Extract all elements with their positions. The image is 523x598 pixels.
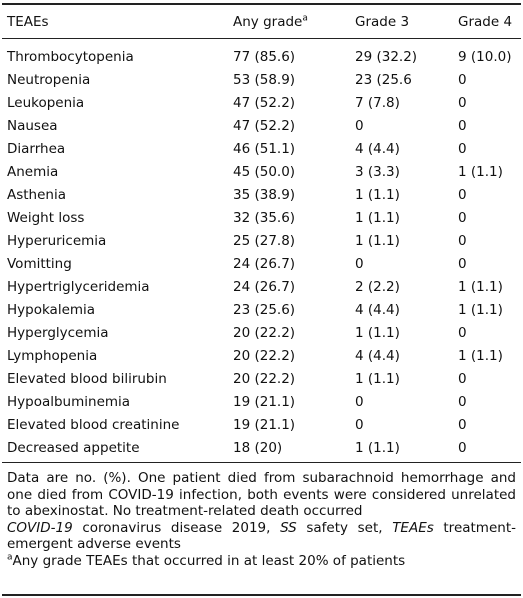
text: coronavirus disease 2019,	[72, 519, 281, 536]
table-cell: Leukopenia	[7, 95, 85, 111]
text: safety set,	[296, 519, 393, 536]
table-cell: 1 (1.1)	[355, 440, 400, 456]
header-cell: Any gradea	[233, 13, 308, 31]
table-cell: Thrombocytopenia	[7, 49, 134, 65]
table-cell: Elevated blood creatinine	[7, 417, 180, 433]
table-cell: Hyperglycemia	[7, 325, 109, 341]
table-cell: Hypokalemia	[7, 302, 96, 318]
table-cell: Weight loss	[7, 210, 85, 226]
header-text: TEAEs	[7, 14, 49, 30]
table-cell: 1 (1.1)	[355, 371, 400, 387]
table-cell: 20 (22.2)	[233, 348, 296, 364]
table-cell: 20 (22.2)	[233, 325, 296, 341]
table-cell: 1 (1.1)	[458, 302, 503, 318]
header-text: Grade 3	[355, 14, 410, 30]
table-cell: 35 (38.9)	[233, 187, 296, 203]
table-cell: 0	[458, 440, 467, 456]
header-cell: Grade 4	[458, 13, 512, 31]
table-cell: Diarrhea	[7, 141, 66, 157]
table-cell: 0	[458, 394, 467, 410]
top-rule	[2, 3, 521, 5]
table-cell: Anemia	[7, 164, 59, 180]
table-cell: 4 (4.4)	[355, 348, 400, 364]
body-rule	[2, 462, 521, 463]
table-cell: 24 (26.7)	[233, 279, 296, 295]
table-cell: 25 (27.8)	[233, 233, 296, 249]
table-cell: 0	[458, 210, 467, 226]
table-cell: 0	[355, 118, 364, 134]
table-cell: 9 (10.0)	[458, 49, 512, 65]
table-cell: 0	[458, 141, 467, 157]
table-cell: 0	[355, 256, 364, 272]
footnote: COVID-19 coronavirus disease 2019, SS sa…	[7, 520, 516, 553]
table-cell: Decreased appetite	[7, 440, 140, 456]
table-cell: Hyperuricemia	[7, 233, 107, 249]
table-cell: 53 (58.9)	[233, 72, 296, 88]
abbr: SS	[280, 519, 297, 536]
footnotes: Data are no. (%). One patient died from …	[7, 470, 516, 569]
table-cell: Nausea	[7, 118, 58, 134]
footnote: aAny grade TEAEs that occurred in at lea…	[7, 553, 516, 570]
superscript: a	[302, 13, 308, 24]
text: treatment-emergent adverse events	[7, 519, 516, 553]
table-cell: 0	[458, 118, 467, 134]
table-cell: Neutropenia	[7, 72, 91, 88]
table-cell: 4 (4.4)	[355, 302, 400, 318]
table-cell: Vomitting	[7, 256, 72, 272]
table-cell: Elevated blood bilirubin	[7, 371, 167, 387]
table-cell: 1 (1.1)	[458, 279, 503, 295]
table-cell: 23 (25.6	[355, 72, 412, 88]
text: Any grade TEAEs that occurred in at leas…	[12, 552, 406, 569]
abbr: COVID-19	[7, 519, 73, 536]
table-cell: 77 (85.6)	[233, 49, 296, 65]
table-cell: 29 (32.2)	[355, 49, 418, 65]
header-text: Grade 4	[458, 14, 513, 30]
table-cell: 0	[458, 95, 467, 111]
table-cell: Hypertriglyceridemia	[7, 279, 150, 295]
abbr: TEAEs	[392, 519, 434, 536]
header-rule	[2, 38, 521, 39]
table-cell: 45 (50.0)	[233, 164, 296, 180]
table-cell: 0	[458, 417, 467, 433]
table-cell: Lymphopenia	[7, 348, 98, 364]
table-cell: 32 (35.6)	[233, 210, 296, 226]
header-cell: Grade 3	[355, 13, 409, 31]
table-cell: 0	[355, 394, 364, 410]
table-cell: 47 (52.2)	[233, 118, 296, 134]
table-cell: 0	[458, 233, 467, 249]
table-cell: Hypoalbuminemia	[7, 394, 131, 410]
table-cell: 47 (52.2)	[233, 95, 296, 111]
table-cell: 1 (1.1)	[355, 210, 400, 226]
table-cell: 23 (25.6)	[233, 302, 296, 318]
table-cell: 0	[458, 256, 467, 272]
table-cell: 19 (21.1)	[233, 394, 296, 410]
header-text: Any grade	[233, 14, 303, 30]
table-cell: 20 (22.2)	[233, 371, 296, 387]
table-cell: 0	[458, 371, 467, 387]
table-cell: 0	[458, 72, 467, 88]
table-cell: 4 (4.4)	[355, 141, 400, 157]
table-cell: 1 (1.1)	[355, 325, 400, 341]
table-cell: 1 (1.1)	[458, 164, 503, 180]
table-cell: 0	[458, 187, 467, 203]
header-cell: TEAEs	[7, 13, 49, 31]
table-cell: 24 (26.7)	[233, 256, 296, 272]
table-cell: 0	[355, 417, 364, 433]
table-cell: 19 (21.1)	[233, 417, 296, 433]
table-cell: 2 (2.2)	[355, 279, 400, 295]
table-cell: 1 (1.1)	[355, 187, 400, 203]
table-cell: 1 (1.1)	[458, 348, 503, 364]
table-cell: 18 (20)	[233, 440, 283, 456]
footnote: Data are no. (%). One patient died from …	[7, 470, 516, 519]
table-cell: 46 (51.1)	[233, 141, 296, 157]
table-cell: Asthenia	[7, 187, 67, 203]
table-cell: 7 (7.8)	[355, 95, 400, 111]
table-cell: 0	[458, 325, 467, 341]
table-cell: 1 (1.1)	[355, 233, 400, 249]
superscript: a	[7, 552, 13, 562]
bottom-rule	[2, 594, 521, 596]
table-cell: 3 (3.3)	[355, 164, 400, 180]
